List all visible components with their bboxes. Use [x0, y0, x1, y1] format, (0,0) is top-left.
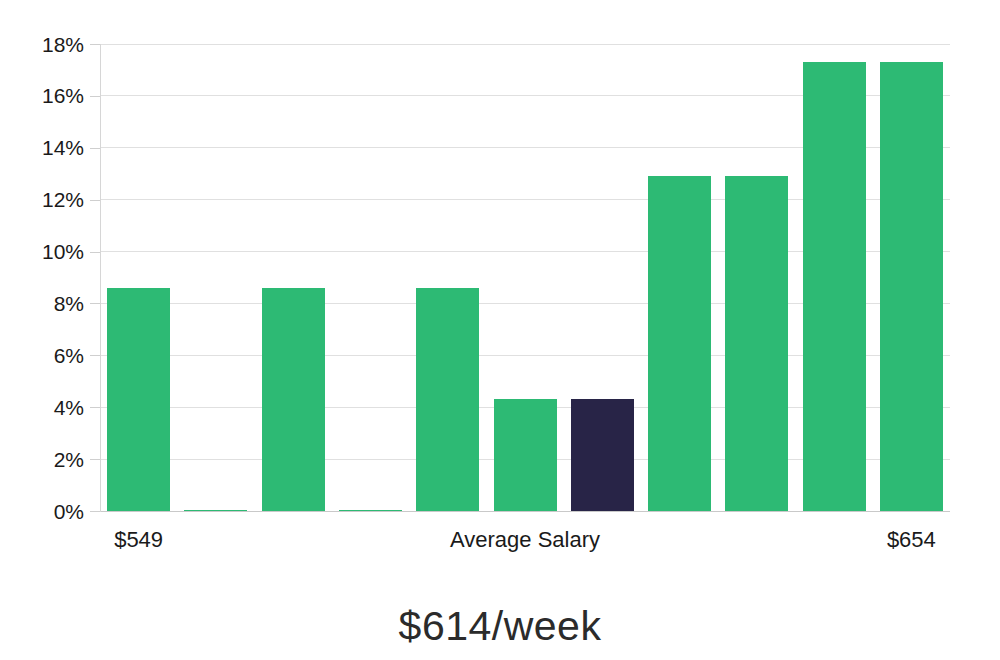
y-axis-tick	[90, 459, 100, 460]
y-axis-line	[100, 44, 101, 512]
chart-title: $614/week	[0, 603, 1000, 650]
y-axis-label-10%: 10%	[0, 239, 84, 264]
bar[interactable]	[339, 510, 402, 512]
x-axis-label-max: $654	[887, 527, 936, 553]
y-axis-label-2%: 2%	[0, 447, 84, 472]
salary-distribution-chart: $549 Average Salary $654 $614/week 0% 2% 4…	[0, 0, 1000, 660]
y-axis-label-16%: 16%	[0, 83, 84, 108]
y-axis-label-18%: 18%	[0, 32, 84, 57]
y-axis-tick	[90, 407, 100, 408]
y-axis-tick	[90, 44, 100, 45]
gridline-18%	[100, 44, 950, 45]
y-axis-label-8%: 8%	[0, 291, 84, 316]
bar[interactable]	[184, 510, 247, 512]
bar[interactable]	[648, 176, 711, 511]
bar[interactable]	[725, 176, 788, 511]
bar[interactable]	[416, 288, 479, 511]
bar[interactable]	[803, 62, 866, 511]
y-axis-tick	[90, 303, 100, 304]
y-axis-label-0%: 0%	[0, 499, 84, 524]
y-axis-tick	[90, 200, 100, 201]
bar-highlighted[interactable]	[571, 399, 634, 511]
bar[interactable]	[107, 288, 170, 511]
y-axis-tick	[90, 148, 100, 149]
y-axis-tick	[90, 96, 100, 97]
bar[interactable]	[262, 288, 325, 511]
bar[interactable]	[880, 62, 943, 511]
y-axis-label-6%: 6%	[0, 343, 84, 368]
x-axis-label-average: Average Salary	[450, 527, 600, 553]
y-axis-label-4%: 4%	[0, 395, 84, 420]
x-axis-label-min: $549	[114, 527, 163, 553]
y-axis-tick	[90, 355, 100, 356]
y-axis-tick	[90, 252, 100, 253]
bar[interactable]	[494, 399, 557, 511]
y-axis-label-12%: 12%	[0, 187, 84, 212]
plot-area	[100, 44, 950, 511]
y-axis-label-14%: 14%	[0, 135, 84, 160]
y-axis-tick	[90, 511, 100, 512]
